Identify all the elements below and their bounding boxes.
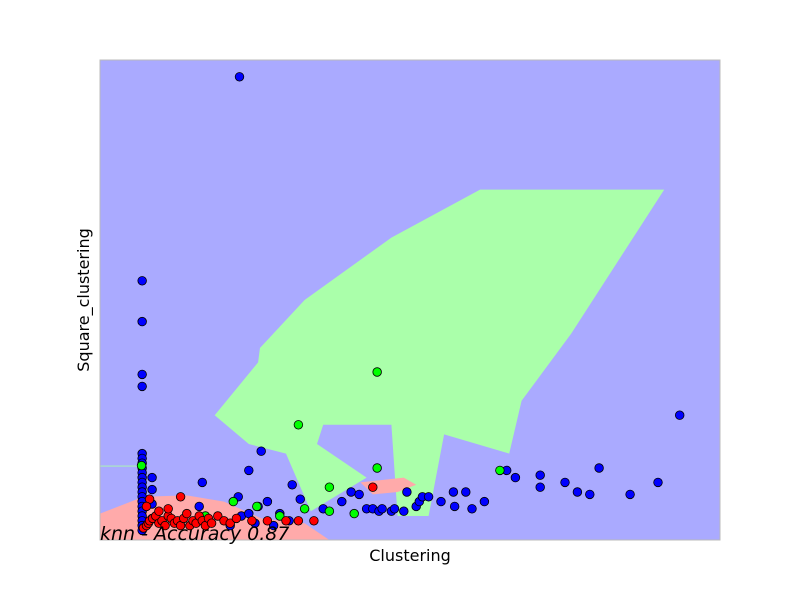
data-point-green-8: [349, 508, 359, 519]
data-point-blue-57: [449, 501, 460, 512]
data-point-blue-58: [461, 487, 471, 497]
data-point-red-15: [182, 508, 192, 519]
data-point-red-24: [213, 511, 223, 521]
data-point-red-32: [281, 516, 291, 526]
data-point-blue-55: [436, 496, 446, 507]
data-point-red-31: [262, 516, 273, 526]
data-point-red-8: [160, 520, 170, 531]
data-point-blue-42: [354, 489, 364, 500]
data-point-blue-22: [147, 472, 157, 483]
data-point-green-5: [275, 511, 285, 521]
data-point-blue-62: [510, 472, 521, 483]
data-point-green-6: [299, 504, 310, 514]
data-point-blue-69: [625, 489, 635, 500]
data-point-blue-34: [262, 496, 273, 507]
data-point-blue-0: [234, 72, 245, 82]
data-point-red-38: [163, 504, 173, 514]
data-point-blue-68: [594, 463, 604, 473]
data-point-blue-59: [467, 504, 477, 514]
data-point-red-26: [225, 518, 235, 528]
data-point-green-11: [372, 367, 382, 377]
data-point-blue-71: [675, 410, 685, 420]
data-point-green-10: [293, 420, 304, 430]
data-point-red-37: [154, 506, 164, 516]
data-point-red-23: [206, 518, 217, 528]
data-point-blue-38: [295, 494, 305, 504]
accuracy-annotation: knn - Accuracy 0.87: [100, 523, 289, 545]
data-point-red-30: [247, 516, 257, 526]
data-point-blue-66: [572, 487, 583, 497]
data-point-green-7: [324, 506, 335, 516]
data-point-blue-65: [560, 477, 570, 488]
data-point-blue-63: [535, 470, 545, 480]
data-point-red-28: [175, 492, 186, 502]
data-point-green-13: [495, 465, 505, 476]
data-point-red-34: [309, 516, 319, 526]
data-point-blue-73: [268, 520, 279, 531]
data-point-blue-3: [137, 369, 147, 380]
data-point-blue-67: [585, 489, 595, 500]
data-point-blue-23: [147, 484, 157, 495]
decision-region-green-1: [100, 465, 147, 467]
data-point-blue-49: [399, 506, 409, 516]
y-axis-label: Square_clustering: [74, 228, 94, 371]
data-point-green-3: [228, 496, 239, 507]
data-point-green-0: [136, 460, 147, 471]
data-point-blue-1: [137, 276, 147, 286]
data-point-blue-70: [653, 477, 663, 488]
data-point-blue-60: [479, 496, 490, 507]
data-point-blue-2: [137, 316, 147, 327]
data-point-red-33: [293, 516, 304, 526]
data-point-blue-40: [337, 496, 347, 507]
data-point-blue-54: [423, 492, 434, 502]
data-point-blue-64: [535, 482, 545, 492]
data-point-blue-37: [287, 480, 297, 490]
data-point-blue-4: [137, 381, 147, 392]
data-point-blue-31: [244, 465, 254, 476]
data-point-blue-56: [448, 487, 459, 497]
data-point-blue-32: [256, 446, 266, 456]
data-point-blue-48: [389, 504, 400, 514]
data-point-blue-26: [194, 501, 204, 512]
data-point-blue-41: [346, 487, 356, 497]
data-point-red-36: [141, 501, 152, 512]
plot-frame: [99, 59, 721, 541]
decision-region-green-0: [214, 189, 665, 516]
data-point-green-12: [372, 463, 382, 473]
data-point-red-27: [231, 513, 242, 524]
x-axis-label: Clustering: [369, 546, 451, 565]
scatter-points: [136, 72, 685, 536]
data-point-green-9: [324, 482, 335, 492]
data-point-blue-50: [402, 487, 412, 497]
data-point-blue-27: [197, 477, 208, 488]
data-point-blue-46: [377, 504, 387, 514]
data-point-red-35: [368, 482, 378, 492]
data-point-green-4: [252, 501, 262, 512]
